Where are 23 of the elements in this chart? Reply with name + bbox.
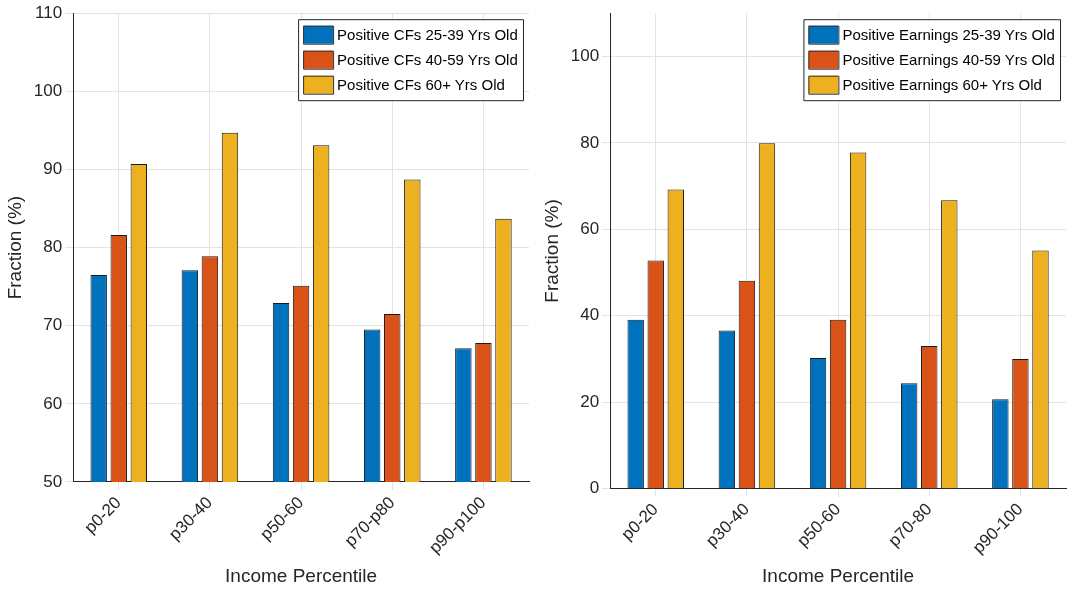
y-tick-label: 40 [580, 305, 600, 325]
y-tick-label: 60 [580, 219, 600, 239]
y-axis-title: Fraction (%) [3, 195, 25, 300]
y-tick-label: 80 [43, 237, 63, 257]
y-tick-label: 100 [570, 46, 600, 66]
x-axis-title: Income Percentile [225, 564, 378, 586]
y-tick-label: 70 [43, 315, 63, 335]
y-tick-label: 90 [43, 159, 63, 179]
legend-label: Positive Earnings 60+ Yrs Old [842, 75, 1042, 93]
legend-label: Positive Earnings 25-39 Yrs Old [842, 25, 1055, 43]
x-axis-title: Income Percentile [762, 564, 915, 586]
y-tick-label: 20 [580, 391, 600, 411]
legend-label: Positive CFs 40-59 Yrs Old [337, 50, 518, 68]
y-tick-label: 100 [33, 81, 63, 101]
y-tick-label: 110 [35, 2, 63, 22]
legend-label: Positive CFs 25-39 Yrs Old [337, 25, 518, 43]
y-axis-title: Fraction (%) [540, 199, 562, 303]
y-tick-label: 0 [589, 478, 600, 498]
legend-label: Positive CFs 60+ Yrs Old [337, 75, 505, 93]
y-tick-label: 80 [580, 132, 600, 152]
y-tick-label: 50 [43, 471, 63, 491]
legend-label: Positive Earnings 40-59 Yrs Old [842, 50, 1055, 68]
y-tick-label: 60 [43, 393, 63, 413]
